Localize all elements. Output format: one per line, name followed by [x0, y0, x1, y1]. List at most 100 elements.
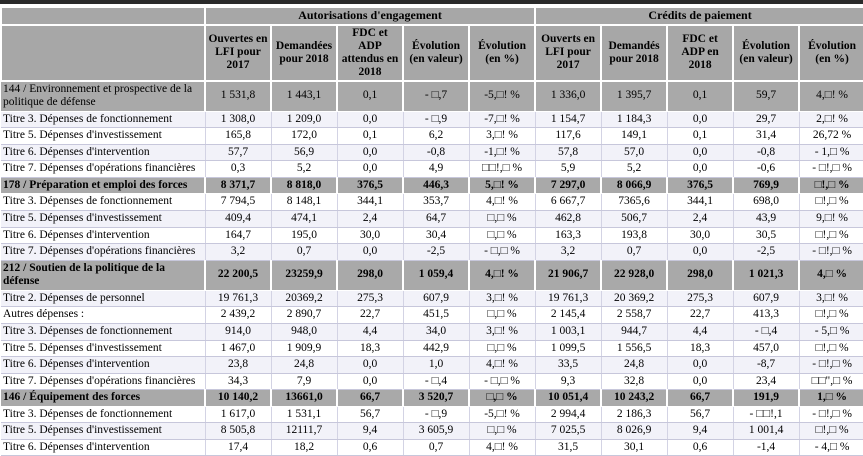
value-cell: 1 467,0: [205, 340, 272, 358]
value-cell: 1 209,0: [271, 111, 338, 129]
value-cell: - □!,□ %: [799, 160, 863, 178]
value-cell: 1 395,7: [601, 80, 669, 112]
value-cell: - 5,□ %: [799, 323, 863, 341]
row-label-cell: Titre 3. Dépenses de fonctionnement: [1, 323, 206, 341]
value-cell: 31,5: [535, 439, 602, 456]
value-cell: - □,□ %: [469, 243, 536, 261]
value-cell: 7 297,0: [535, 177, 603, 195]
title-row: Titre 3. Dépenses de fonctionnement 914,0…: [1, 323, 863, 341]
value-cell: 163,3: [535, 227, 602, 245]
value-cell: 9,4: [337, 422, 404, 440]
value-cell: 164,7: [205, 227, 272, 245]
value-cell: 3,□! %: [469, 127, 536, 145]
group-header-paiement: Crédits de paiement: [534, 6, 863, 26]
value-cell: 59,7: [733, 80, 801, 112]
value-cell: 457,0: [733, 340, 800, 358]
value-cell: 1 336,0: [535, 80, 603, 112]
value-cell: 34,0: [403, 323, 470, 341]
group-header-engagement: Autorisations d'engagement: [203, 6, 537, 26]
value-cell: 8 505,8: [205, 422, 272, 440]
value-cell: 0,0: [667, 373, 734, 391]
group-header-row: Autorisations d'engagement Crédits de pa…: [0, 6, 863, 26]
value-cell: 0,0: [667, 160, 734, 178]
col-header: Demandés pour 2018: [600, 24, 669, 82]
title-row: Titre 5. Dépenses d'investissement 409,4 4…: [1, 210, 863, 228]
value-cell: 0,0: [337, 144, 404, 162]
value-cell: 413,3: [733, 306, 800, 324]
value-cell: 34,3: [205, 373, 272, 391]
value-cell: 5,9: [535, 160, 602, 178]
value-cell: 1 556,5: [601, 340, 668, 358]
corner-cell: [0, 6, 206, 26]
value-cell: 4,4: [337, 323, 404, 341]
value-cell: 1 909,9: [271, 340, 338, 358]
value-cell: □,□ %: [469, 389, 537, 407]
row-label-cell: Titre 3. Dépenses de fonctionnement: [1, 406, 206, 424]
value-cell: 1 003,1: [535, 323, 602, 341]
col-header: Évolution (en %): [467, 24, 537, 82]
row-label-cell: Titre 7. Dépenses d'opérations financièr…: [1, 243, 206, 261]
row-label-cell: Titre 5. Dépenses d'investissement: [1, 422, 206, 440]
value-cell: 24,8: [271, 356, 338, 374]
value-cell: 18,2: [271, 439, 338, 456]
value-cell: - □!,□ %: [799, 356, 863, 374]
value-cell: 8 066,9: [601, 177, 669, 195]
title-row: Titre 6. Dépenses d'intervention 23,8 24,8…: [1, 356, 863, 374]
value-cell: 13661,0: [271, 389, 338, 407]
col-header: Demandées pour 2018: [270, 24, 338, 82]
value-cell: 0,3: [205, 160, 272, 178]
value-cell: □!,□ %: [799, 177, 863, 195]
corner-cell-2: [0, 24, 206, 82]
value-cell: □,□ %: [469, 210, 536, 228]
value-cell: □!,□ %: [799, 227, 863, 245]
value-cell: 2,4: [337, 210, 404, 228]
value-cell: 195,0: [271, 227, 338, 245]
value-cell: 117,6: [535, 127, 602, 145]
value-cell: 9,□! %: [799, 210, 863, 228]
value-cell: 30,0: [337, 227, 404, 245]
value-cell: 20 369,2: [601, 290, 668, 308]
value-cell: 0,1: [667, 127, 734, 145]
value-cell: 4,□! %: [469, 260, 537, 291]
col-header: Ouverts en LFI pour 2017: [534, 24, 603, 82]
value-cell: 57,0: [601, 144, 668, 162]
value-cell: 22 928,0: [601, 260, 669, 291]
value-cell: 409,4: [205, 210, 272, 228]
value-cell: 57,7: [205, 144, 272, 162]
value-cell: 2 994,4: [535, 406, 602, 424]
value-cell: 0,0: [667, 144, 734, 162]
value-cell: 2 890,7: [271, 306, 338, 324]
row-label-cell: Titre 7. Dépenses d'opérations financièr…: [1, 160, 206, 178]
value-cell: 23259,9: [271, 260, 338, 291]
col-header: Évolution (en valeur): [402, 24, 470, 82]
row-label-cell: Titre 6. Dépenses d'intervention: [1, 356, 206, 374]
value-cell: -1,□! %: [469, 144, 536, 162]
value-cell: 1 617,0: [205, 406, 272, 424]
value-cell: 4,□! %: [469, 439, 536, 456]
value-cell: 4,□! %: [799, 80, 863, 112]
value-cell: 165,8: [205, 127, 272, 145]
value-cell: - □,□ %: [469, 373, 536, 391]
value-cell: 12111,7: [271, 422, 338, 440]
value-cell: 344,1: [667, 193, 734, 211]
value-cell: -0,8: [403, 144, 470, 162]
value-cell: 6,2: [403, 127, 470, 145]
value-cell: 607,9: [403, 290, 470, 308]
col-header: Évolution (en %): [798, 24, 863, 82]
value-cell: 3 520,7: [403, 389, 470, 407]
value-cell: 5,2: [271, 160, 338, 178]
value-cell: 1 531,1: [271, 406, 338, 424]
value-cell: □!,□ %: [799, 340, 863, 358]
value-cell: □,□ %: [469, 306, 536, 324]
title-row: Titre 2. Dépenses de personnel 19 761,3 20…: [1, 290, 863, 308]
value-cell: 17,4: [205, 439, 272, 456]
value-cell: 4,□ %: [799, 260, 863, 291]
value-cell: 1,□ %: [799, 389, 863, 407]
value-cell: 0,0: [337, 373, 404, 391]
value-cell: 3 605,9: [403, 422, 470, 440]
value-cell: 1,0: [403, 356, 470, 374]
value-cell: 3,2: [535, 243, 602, 261]
value-cell: - 4,□ %: [799, 439, 863, 456]
value-cell: - 1,□ %: [799, 144, 863, 162]
value-cell: -2,5: [403, 243, 470, 261]
